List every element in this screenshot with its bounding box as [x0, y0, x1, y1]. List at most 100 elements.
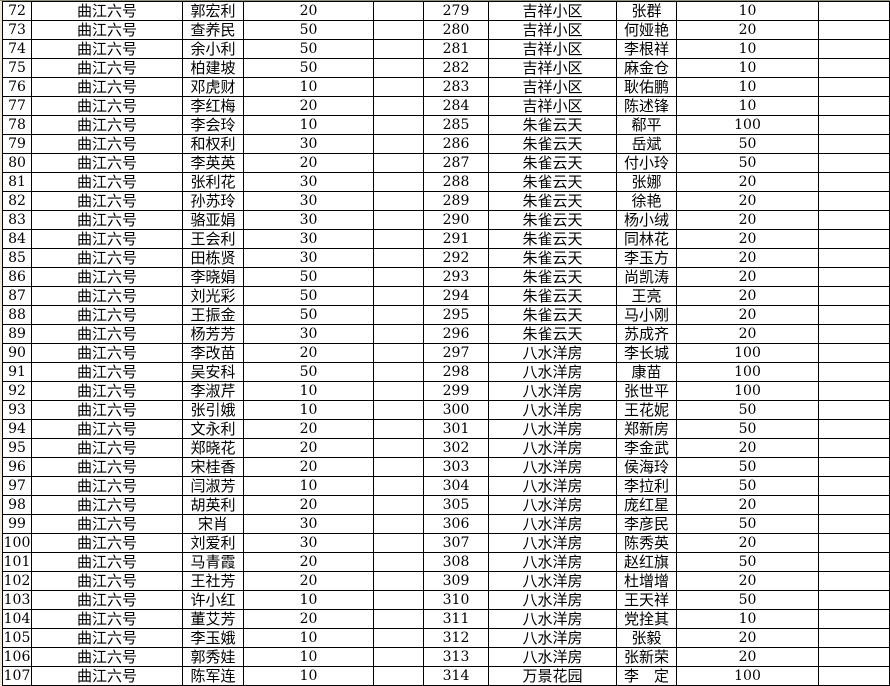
right-community-cell[interactable]: 万景花园: [488, 666, 617, 686]
left-blank-cell[interactable]: [373, 1, 424, 21]
left-person-name-cell[interactable]: 张引娥: [182, 400, 244, 420]
left-community-cell[interactable]: 曲江六号: [31, 362, 183, 382]
right-row-number-cell[interactable]: 286: [423, 134, 489, 154]
left-amount-cell[interactable]: 30: [243, 324, 374, 344]
left-community-cell[interactable]: 曲江六号: [31, 438, 183, 458]
left-person-name-cell[interactable]: 宋桂香: [182, 457, 244, 477]
left-row-number-cell[interactable]: 105: [2, 628, 32, 648]
right-person-name-cell[interactable]: 张新荣: [616, 647, 677, 667]
left-blank-cell[interactable]: [373, 628, 424, 648]
left-person-name-cell[interactable]: 宋肖: [182, 514, 244, 534]
right-person-name-cell[interactable]: 李长城: [616, 343, 677, 363]
right-community-cell[interactable]: 朱雀云天: [488, 324, 617, 344]
right-row-number-cell[interactable]: 302: [423, 438, 489, 458]
left-amount-cell[interactable]: 10: [243, 476, 374, 496]
right-community-cell[interactable]: 八水洋房: [488, 495, 617, 515]
left-person-name-cell[interactable]: 李晓娟: [182, 267, 244, 287]
right-community-cell[interactable]: 八水洋房: [488, 533, 617, 553]
left-amount-cell[interactable]: 20: [243, 495, 374, 515]
right-person-name-cell[interactable]: 何娅艳: [616, 20, 677, 40]
right-person-name-cell[interactable]: 李金武: [616, 438, 677, 458]
left-blank-cell[interactable]: [373, 552, 424, 572]
right-row-number-cell[interactable]: 308: [423, 552, 489, 572]
right-amount-cell[interactable]: 20: [676, 248, 819, 268]
right-amount-cell[interactable]: 20: [676, 305, 819, 325]
right-community-cell[interactable]: 吉祥小区: [488, 96, 617, 116]
left-blank-cell[interactable]: [373, 419, 424, 439]
right-blank-cell[interactable]: [818, 666, 890, 686]
right-community-cell[interactable]: 朱雀云天: [488, 267, 617, 287]
left-amount-cell[interactable]: 50: [243, 267, 374, 287]
right-person-name-cell[interactable]: 王花妮: [616, 400, 677, 420]
left-row-number-cell[interactable]: 89: [2, 324, 32, 344]
left-row-number-cell[interactable]: 86: [2, 267, 32, 287]
right-community-cell[interactable]: 八水洋房: [488, 552, 617, 572]
right-amount-cell[interactable]: 20: [676, 647, 819, 667]
left-amount-cell[interactable]: 20: [243, 1, 374, 21]
left-amount-cell[interactable]: 30: [243, 533, 374, 553]
left-amount-cell[interactable]: 20: [243, 552, 374, 572]
left-community-cell[interactable]: 曲江六号: [31, 495, 183, 515]
right-blank-cell[interactable]: [818, 381, 890, 401]
left-blank-cell[interactable]: [373, 229, 424, 249]
right-amount-cell[interactable]: 100: [676, 381, 819, 401]
right-community-cell[interactable]: 八水洋房: [488, 362, 617, 382]
right-community-cell[interactable]: 朱雀云天: [488, 134, 617, 154]
left-amount-cell[interactable]: 20: [243, 153, 374, 173]
right-person-name-cell[interactable]: 王亮: [616, 286, 677, 306]
right-person-name-cell[interactable]: 郗平: [616, 115, 677, 135]
right-community-cell[interactable]: 朱雀云天: [488, 172, 617, 192]
right-blank-cell[interactable]: [818, 495, 890, 515]
right-amount-cell[interactable]: 100: [676, 666, 819, 686]
left-row-number-cell[interactable]: 94: [2, 419, 32, 439]
right-community-cell[interactable]: 朱雀云天: [488, 115, 617, 135]
right-amount-cell[interactable]: 100: [676, 362, 819, 382]
right-amount-cell[interactable]: 20: [676, 324, 819, 344]
left-person-name-cell[interactable]: 王社芳: [182, 571, 244, 591]
right-blank-cell[interactable]: [818, 400, 890, 420]
left-row-number-cell[interactable]: 83: [2, 210, 32, 230]
right-amount-cell[interactable]: 20: [676, 191, 819, 211]
left-person-name-cell[interactable]: 王会利: [182, 229, 244, 249]
right-amount-cell[interactable]: 20: [676, 20, 819, 40]
left-row-number-cell[interactable]: 75: [2, 58, 32, 78]
left-row-number-cell[interactable]: 84: [2, 229, 32, 249]
left-row-number-cell[interactable]: 95: [2, 438, 32, 458]
right-community-cell[interactable]: 八水洋房: [488, 400, 617, 420]
right-amount-cell[interactable]: 20: [676, 495, 819, 515]
left-amount-cell[interactable]: 20: [243, 419, 374, 439]
left-blank-cell[interactable]: [373, 514, 424, 534]
right-row-number-cell[interactable]: 306: [423, 514, 489, 534]
right-community-cell[interactable]: 八水洋房: [488, 514, 617, 534]
left-community-cell[interactable]: 曲江六号: [31, 628, 183, 648]
right-row-number-cell[interactable]: 292: [423, 248, 489, 268]
right-blank-cell[interactable]: [818, 267, 890, 287]
right-blank-cell[interactable]: [818, 457, 890, 477]
left-amount-cell[interactable]: 20: [243, 457, 374, 477]
right-person-name-cell[interactable]: 陈秀英: [616, 533, 677, 553]
right-blank-cell[interactable]: [818, 77, 890, 97]
left-row-number-cell[interactable]: 100: [2, 533, 32, 553]
left-amount-cell[interactable]: 10: [243, 666, 374, 686]
right-blank-cell[interactable]: [818, 571, 890, 591]
left-amount-cell[interactable]: 50: [243, 305, 374, 325]
left-amount-cell[interactable]: 30: [243, 134, 374, 154]
left-blank-cell[interactable]: [373, 134, 424, 154]
right-amount-cell[interactable]: 50: [676, 457, 819, 477]
left-row-number-cell[interactable]: 88: [2, 305, 32, 325]
right-person-name-cell[interactable]: 陈述锋: [616, 96, 677, 116]
left-row-number-cell[interactable]: 76: [2, 77, 32, 97]
left-row-number-cell[interactable]: 98: [2, 495, 32, 515]
left-person-name-cell[interactable]: 柏建坡: [182, 58, 244, 78]
right-amount-cell[interactable]: 50: [676, 153, 819, 173]
right-community-cell[interactable]: 八水洋房: [488, 381, 617, 401]
left-community-cell[interactable]: 曲江六号: [31, 609, 183, 629]
right-row-number-cell[interactable]: 301: [423, 419, 489, 439]
left-person-name-cell[interactable]: 李玉娥: [182, 628, 244, 648]
right-blank-cell[interactable]: [818, 438, 890, 458]
right-community-cell[interactable]: 朱雀云天: [488, 248, 617, 268]
right-person-name-cell[interactable]: 郑新房: [616, 419, 677, 439]
right-amount-cell[interactable]: 50: [676, 476, 819, 496]
left-blank-cell[interactable]: [373, 20, 424, 40]
right-row-number-cell[interactable]: 314: [423, 666, 489, 686]
